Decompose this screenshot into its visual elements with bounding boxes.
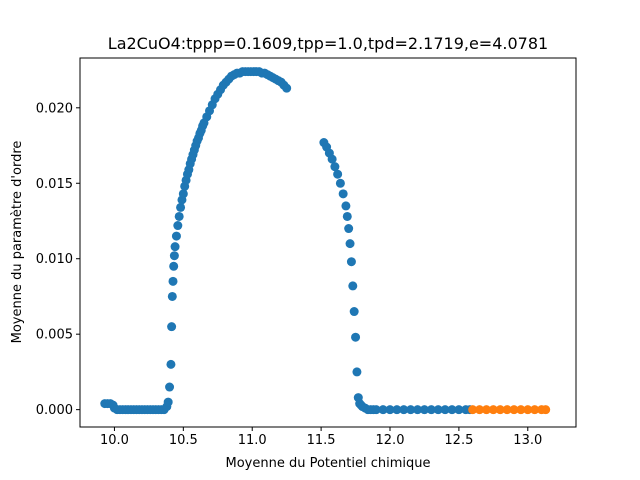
x-tick-label: 12.5 [444,433,473,448]
x-tick-label: 10.0 [100,433,129,448]
data-points [100,67,551,415]
y-axis-ticks: 0.000 0.005 0.010 0.015 0.020 [36,101,80,418]
x-axis-ticks: 10.0 10.5 11.0 11.5 12.0 12.5 13.0 [100,427,542,448]
series-2-point [523,405,533,415]
series-2-point [516,405,526,415]
series-1-point [167,322,177,332]
series-1-point [419,405,429,415]
series-2-point [509,405,519,415]
chart-title: La2CuO4:tppp=0.1609,tpp=1.0,tpd=2.1719,e… [108,34,548,53]
series-1-point [440,405,450,415]
series-1-point [327,154,337,164]
series-2-point [530,405,540,415]
series-1-point [163,397,173,407]
x-axis-label: Moyenne du Potentiel chimique [226,456,431,471]
series-1-point [165,382,175,392]
x-tick-label: 12.0 [376,433,405,448]
series-1-point [168,276,178,286]
series-1-point [399,405,409,415]
series-1-point [344,224,354,234]
series-2-point [495,405,505,415]
series-1-point [341,201,351,211]
series-2-point [475,405,485,415]
series-1-point [392,405,402,415]
series-1-point [333,169,343,179]
y-axis-label: Moyenne du paramètre d'ordre [10,141,25,344]
series-2-point [488,405,498,415]
series-2-point [502,405,512,415]
series-1-point [169,251,179,261]
series-1-point [345,239,355,249]
series-1-point [169,261,179,271]
series-1-point [351,332,361,342]
y-tick-label: 0.005 [36,328,73,343]
series-1-point [454,405,464,415]
series-1-point [335,178,345,188]
series-1-point [426,405,436,415]
y-tick-label: 0.010 [36,252,73,267]
series-1-point [371,405,381,415]
series-1-point [167,291,177,301]
series-1-point [171,231,181,241]
series-1-point [378,405,388,415]
series-1-point [342,211,352,221]
series-1-point [174,211,184,221]
series-1-point [282,83,292,93]
x-tick-label: 11.0 [238,433,267,448]
series-2-point [481,405,491,415]
x-tick-label: 13.0 [513,433,542,448]
series-1-point [176,202,186,212]
series-1-point [166,359,176,369]
series-1-point [170,242,180,252]
x-tick-label: 11.5 [307,433,336,448]
y-tick-label: 0.015 [36,177,73,192]
series-1-point [178,189,188,199]
series-2-point [541,405,551,415]
series-1-point [433,405,443,415]
series-1-point [413,405,423,415]
series-2-point [468,405,478,415]
series-1-point [348,281,358,291]
series-1-point [447,405,457,415]
series-1-point [349,307,359,317]
y-tick-label: 0.000 [36,403,73,418]
series-1-point [330,162,340,172]
x-tick-label: 10.5 [169,433,198,448]
series-1-point [385,405,395,415]
series-1-point [173,221,183,231]
y-tick-label: 0.020 [36,101,73,116]
plot-frame [79,57,577,428]
series-1-point [352,367,362,377]
series-1-point [338,189,348,199]
series-1-point [346,257,356,267]
series-1-point [406,405,416,415]
